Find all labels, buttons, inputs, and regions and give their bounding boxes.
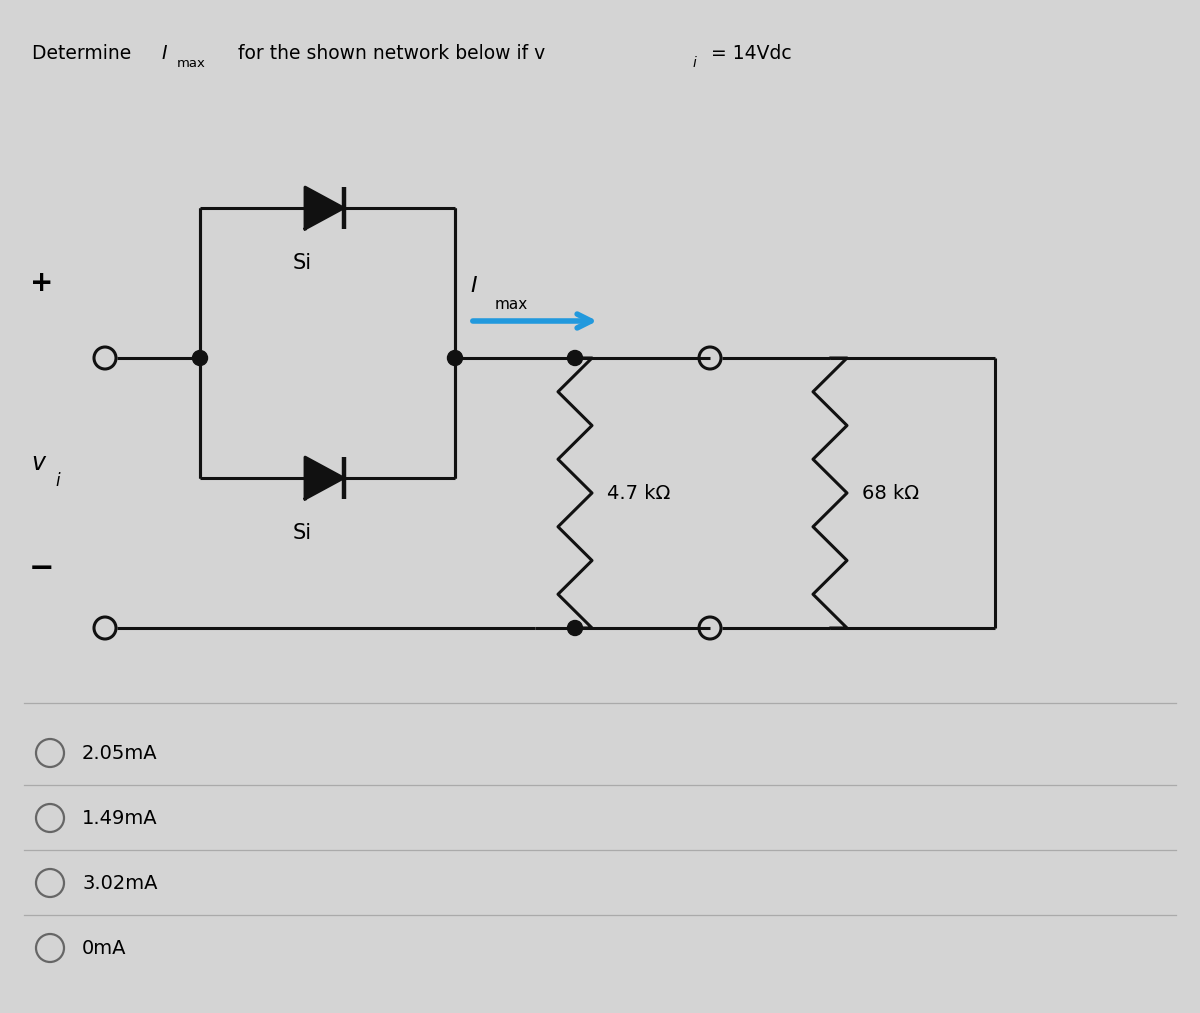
Text: 0mA: 0mA <box>82 938 126 957</box>
Text: max: max <box>496 297 528 312</box>
Polygon shape <box>305 187 343 229</box>
Text: Si: Si <box>293 253 312 272</box>
Text: I: I <box>161 44 167 63</box>
Circle shape <box>568 621 582 635</box>
Text: = 14Vdc: = 14Vdc <box>706 44 792 63</box>
Text: max: max <box>178 57 206 70</box>
Text: −: − <box>29 553 55 582</box>
Text: 3.02mA: 3.02mA <box>82 873 157 892</box>
Text: 1.49mA: 1.49mA <box>82 808 157 828</box>
Text: I: I <box>470 276 476 296</box>
Text: Si: Si <box>293 523 312 543</box>
Circle shape <box>192 350 208 366</box>
Text: +: + <box>30 269 54 297</box>
Text: for the shown network below if v: for the shown network below if v <box>232 44 545 63</box>
Circle shape <box>568 350 582 366</box>
Text: 2.05mA: 2.05mA <box>82 744 157 763</box>
Text: Determine: Determine <box>32 44 137 63</box>
Text: 68 kΩ: 68 kΩ <box>862 483 919 502</box>
Text: v: v <box>31 451 46 475</box>
Polygon shape <box>305 457 343 498</box>
Text: i: i <box>55 472 60 490</box>
Text: i: i <box>694 56 697 70</box>
Circle shape <box>448 350 462 366</box>
Text: 4.7 kΩ: 4.7 kΩ <box>607 483 671 502</box>
